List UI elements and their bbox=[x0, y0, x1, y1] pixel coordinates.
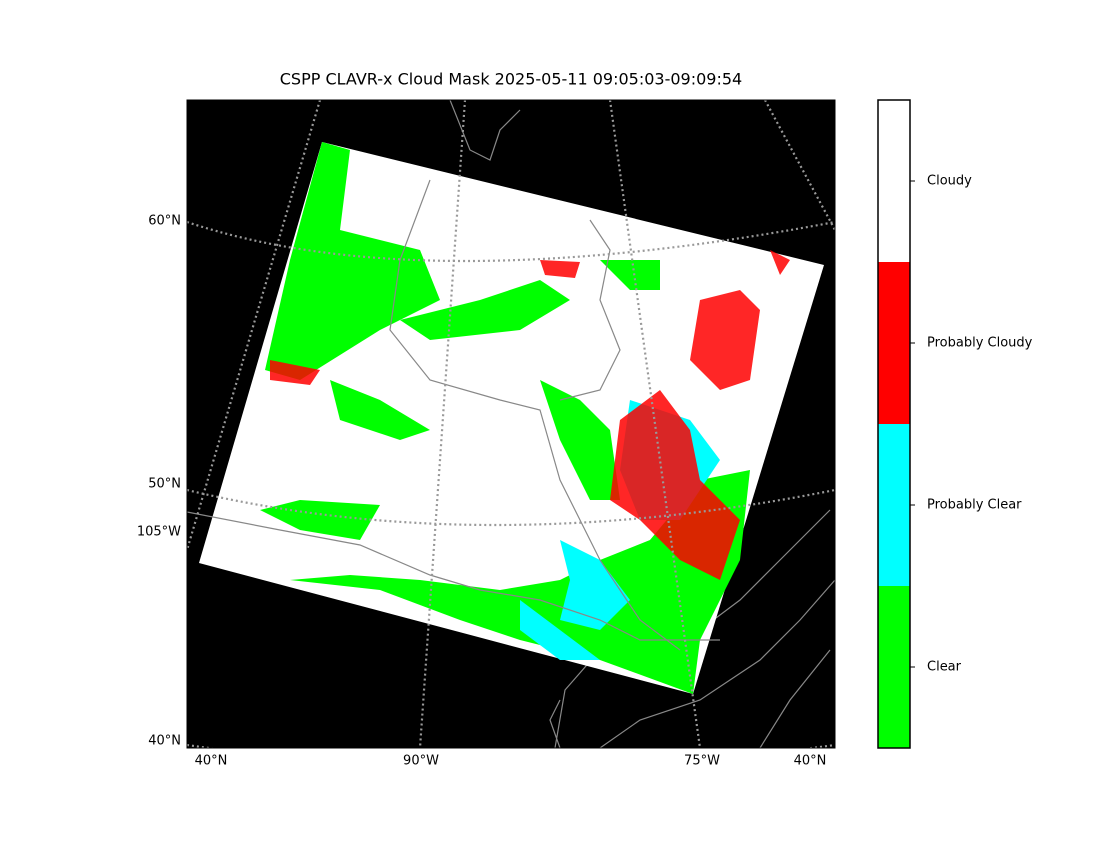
map-frame bbox=[186, 99, 836, 749]
cloud-class-region bbox=[690, 290, 760, 390]
cloud-class-region bbox=[770, 250, 790, 275]
graticule bbox=[187, 488, 835, 527]
left-label: 40°N bbox=[148, 734, 181, 749]
colorbar-label: Cloudy bbox=[927, 174, 972, 189]
colorbar-label: Clear bbox=[927, 660, 962, 675]
bottom-label: 40°N bbox=[794, 754, 827, 769]
colorbar-label: Probably Clear bbox=[927, 498, 1022, 513]
bottom-label: 90°W bbox=[403, 754, 439, 769]
left-label: 60°N bbox=[148, 214, 181, 229]
colorbar-segment bbox=[878, 586, 910, 748]
cloud-class-region bbox=[400, 280, 570, 340]
map-area bbox=[187, 100, 835, 748]
colorbar-label: Probably Cloudy bbox=[927, 336, 1033, 351]
colorbar: Cloudy Probably Cloudy Probably Clear Clear bbox=[877, 99, 1033, 749]
graticule bbox=[187, 100, 322, 551]
bottom-label: 40°N bbox=[195, 754, 228, 769]
graticule bbox=[608, 100, 702, 748]
cloud-class-region bbox=[540, 260, 580, 278]
cloud-class-region bbox=[260, 500, 380, 540]
bottom-label: 75°W bbox=[684, 754, 720, 769]
left-labels: 60°N 50°N 105°W 40°N bbox=[137, 214, 181, 749]
cloud-class-region bbox=[265, 142, 440, 380]
cloud-class-region bbox=[610, 390, 740, 580]
bottom-labels: 40°N 90°W 75°W 40°N bbox=[195, 754, 827, 769]
cloud-class-region bbox=[270, 360, 320, 385]
left-label: 105°W bbox=[137, 525, 181, 540]
graticule bbox=[418, 100, 467, 748]
map-title: CSPP CLAVR-x Cloud Mask 2025-05-11 09:05… bbox=[280, 70, 742, 89]
colorbar-segment bbox=[878, 262, 910, 424]
colorbar-frame bbox=[877, 99, 911, 749]
borders bbox=[187, 179, 720, 651]
cloud-class-region bbox=[600, 260, 660, 290]
left-label: 50°N bbox=[148, 477, 181, 492]
cloud-class-region bbox=[560, 540, 630, 630]
cloud-class-region bbox=[520, 600, 600, 660]
cloud-class-region bbox=[540, 380, 620, 500]
cloud-class-region bbox=[330, 380, 430, 440]
colorbar-segment bbox=[878, 424, 910, 586]
colorbar-segment bbox=[878, 100, 910, 262]
